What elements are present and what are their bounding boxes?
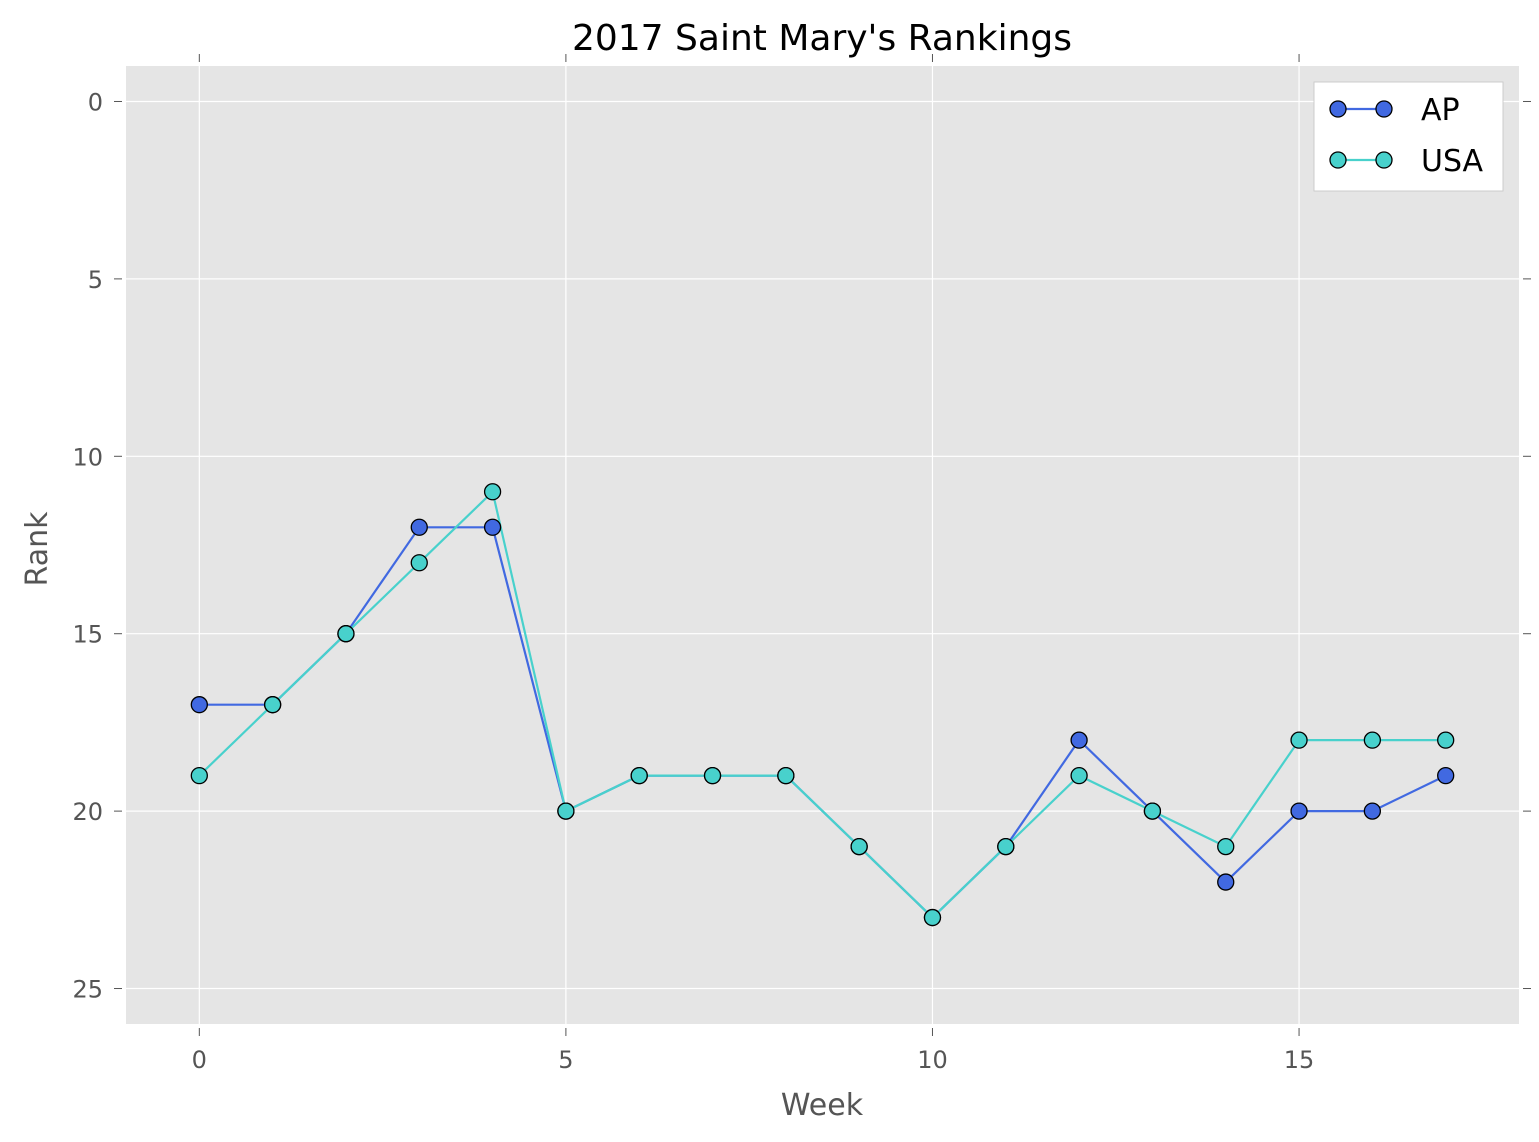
data-point-ap xyxy=(1290,802,1308,820)
chart-title: 2017 Saint Mary's Rankings xyxy=(572,18,1072,59)
data-point-usa xyxy=(1437,731,1455,749)
data-series xyxy=(190,483,1455,927)
data-point-ap xyxy=(1363,802,1382,820)
data-point-ap xyxy=(483,518,502,536)
data-point-ap xyxy=(1217,873,1235,891)
y-tick-label: 25 xyxy=(72,976,103,1004)
data-point-usa xyxy=(630,766,648,785)
legend-marker-usa xyxy=(1329,151,1347,169)
data-point-usa xyxy=(703,766,722,785)
x-tick-label: 15 xyxy=(1284,1046,1315,1074)
x-tick-label: 10 xyxy=(917,1046,948,1074)
data-point-usa xyxy=(483,483,502,501)
legend-label-usa: USA xyxy=(1421,144,1484,179)
plot-background xyxy=(126,66,1519,1024)
x-axis-label: Week xyxy=(781,1088,864,1123)
y-tick-label: 0 xyxy=(88,88,103,116)
x-tick-label: 5 xyxy=(558,1046,573,1074)
y-tick-label: 15 xyxy=(72,621,103,649)
y-tick-label: 5 xyxy=(88,266,103,294)
legend-marker-ap xyxy=(1329,100,1347,118)
data-point-usa xyxy=(777,766,795,785)
data-point-usa xyxy=(1290,731,1308,749)
data-point-usa xyxy=(557,802,575,820)
data-point-usa xyxy=(337,625,355,643)
data-point-usa xyxy=(923,908,942,927)
legend-marker-usa xyxy=(1375,151,1393,169)
legend-label-ap: AP xyxy=(1421,93,1460,128)
y-tick-label: 10 xyxy=(72,443,103,471)
y-tick-label: 20 xyxy=(72,798,103,826)
x-tick-label: 0 xyxy=(192,1046,207,1074)
data-point-ap xyxy=(410,518,428,536)
data-point-usa xyxy=(410,554,428,572)
series-line-usa xyxy=(198,489,1446,920)
data-point-usa xyxy=(1363,731,1382,749)
data-point-usa xyxy=(850,837,868,856)
y-axis-label: Rank xyxy=(20,511,55,587)
data-point-ap xyxy=(1437,766,1455,785)
axis-ticks: 0 5 10 15 0 5 10 15 20 25 xyxy=(72,54,1531,1074)
data-point-usa xyxy=(190,766,208,785)
data-point-ap xyxy=(190,696,208,714)
legend-box xyxy=(1313,81,1504,192)
data-point-usa xyxy=(1143,802,1162,820)
data-point-usa xyxy=(997,837,1015,856)
legend: AP USA xyxy=(1313,81,1504,192)
legend-marker-ap xyxy=(1375,100,1393,118)
data-point-usa xyxy=(1070,766,1088,785)
data-point-ap xyxy=(1070,731,1088,749)
data-point-usa xyxy=(1217,837,1235,856)
data-point-usa xyxy=(263,696,282,714)
